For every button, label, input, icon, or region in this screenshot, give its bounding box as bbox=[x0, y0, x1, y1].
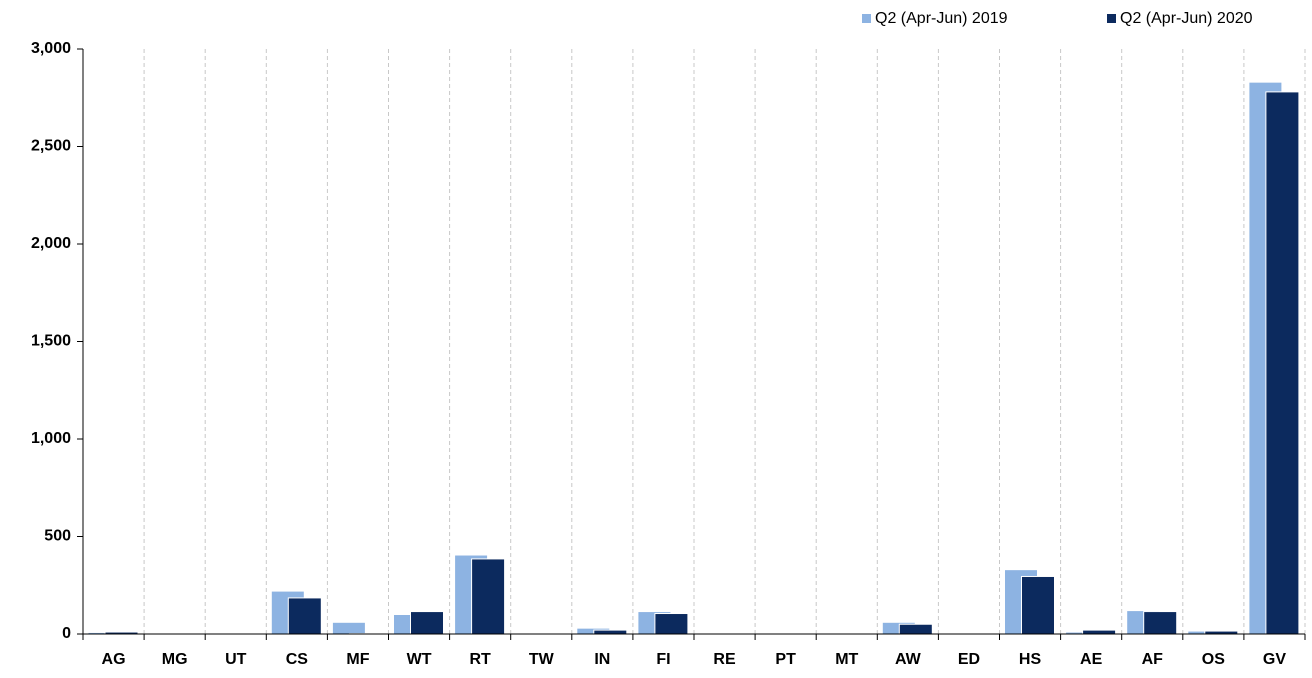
x-tick-label: MG bbox=[162, 651, 188, 668]
bar bbox=[594, 630, 627, 634]
bar bbox=[411, 612, 444, 634]
y-tick-label: 1,000 bbox=[31, 430, 71, 447]
bar bbox=[899, 624, 932, 634]
y-tick-label: 500 bbox=[44, 528, 71, 545]
bar bbox=[288, 598, 321, 634]
bar bbox=[472, 559, 505, 634]
x-tick-label: IN bbox=[594, 651, 610, 668]
bar bbox=[1144, 612, 1177, 634]
x-tick-label: TW bbox=[529, 651, 555, 668]
x-tick-label: ED bbox=[958, 651, 980, 668]
bar bbox=[1022, 576, 1055, 634]
y-tick-label: 3,000 bbox=[31, 40, 71, 57]
x-tick-label: RE bbox=[713, 651, 736, 668]
x-tick-label: HS bbox=[1019, 651, 1042, 668]
x-tick-label: GV bbox=[1263, 651, 1286, 668]
x-tick-label: AW bbox=[895, 651, 922, 668]
legend-swatch bbox=[862, 14, 871, 23]
legend-label: Q2 (Apr-Jun) 2019 bbox=[875, 10, 1008, 27]
x-tick-label: MT bbox=[835, 651, 858, 668]
x-tick-label: WT bbox=[407, 651, 432, 668]
x-tick-label: AG bbox=[102, 651, 126, 668]
x-tick-label: UT bbox=[225, 651, 247, 668]
bar bbox=[332, 622, 365, 634]
legend-swatch bbox=[1107, 14, 1116, 23]
y-tick-label: 1,500 bbox=[31, 333, 71, 350]
x-tick-label: PT bbox=[775, 651, 796, 668]
y-tick-label: 2,500 bbox=[31, 138, 71, 155]
x-tick-label: CS bbox=[286, 651, 309, 668]
bar bbox=[1083, 630, 1116, 634]
x-tick-label: RT bbox=[469, 651, 491, 668]
x-tick-label: AF bbox=[1142, 651, 1164, 668]
x-tick-label: AE bbox=[1080, 651, 1103, 668]
x-tick-label: MF bbox=[346, 651, 369, 668]
y-tick-label: 2,000 bbox=[31, 235, 71, 252]
x-tick-label: OS bbox=[1202, 651, 1225, 668]
x-tick-label: FI bbox=[656, 651, 670, 668]
legend-label: Q2 (Apr-Jun) 2020 bbox=[1120, 10, 1253, 27]
y-tick-label: 0 bbox=[62, 625, 71, 642]
bar bbox=[655, 614, 688, 634]
bar bbox=[1266, 92, 1299, 634]
